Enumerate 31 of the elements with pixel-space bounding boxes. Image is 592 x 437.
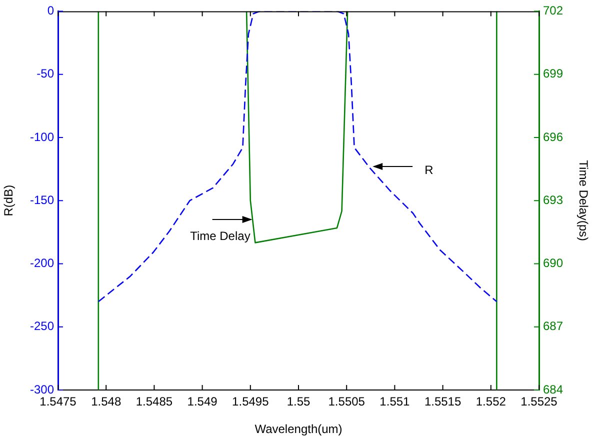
y-tick-label: -150 — [30, 192, 54, 207]
x-axis-title: Wavelength(um) — [254, 422, 342, 436]
y2-tick-label: 702 — [543, 4, 564, 18]
y-tick-label: -250 — [30, 319, 54, 334]
x-tick-label: 1.551 — [380, 394, 410, 409]
x-tick-label: 1.552 — [476, 394, 506, 409]
y2-tick-label: 696 — [543, 130, 564, 144]
x-tick-label: 1.5475 — [40, 394, 77, 409]
x-tick-label: 1.5495 — [232, 394, 270, 409]
x-tick-label: 1.5485 — [136, 394, 173, 409]
x-tick-label: 1.5525 — [520, 394, 558, 409]
x-tick-label: 1.55 — [286, 394, 310, 409]
y-tick-label: -300 — [30, 382, 54, 396]
x-tick-label: 1.5505 — [328, 394, 366, 409]
annotation: Time Delay — [190, 228, 250, 243]
y-axis-title: R(dB) — [2, 184, 16, 216]
y-tick-label: 0 — [47, 4, 54, 18]
y2-tick-label: 687 — [543, 319, 564, 334]
y-tick-label: -100 — [30, 130, 54, 144]
x-tick-label: 1.548 — [91, 394, 122, 409]
line-series — [98, 11, 498, 302]
y2-tick-label: 690 — [543, 256, 564, 270]
y-tick-label: -200 — [30, 256, 54, 270]
y2-tick-label: 684 — [543, 382, 564, 396]
y2-tick-label: 693 — [543, 192, 564, 207]
y2-tick-label: 699 — [543, 66, 564, 81]
y2-axis-title: Time Delay(ps) — [576, 160, 590, 242]
y-tick-label: -50 — [36, 66, 54, 81]
x-tick-label: 1.549 — [187, 394, 218, 409]
x-tick-label: 1.5515 — [424, 394, 462, 409]
annotation: R — [424, 162, 434, 177]
